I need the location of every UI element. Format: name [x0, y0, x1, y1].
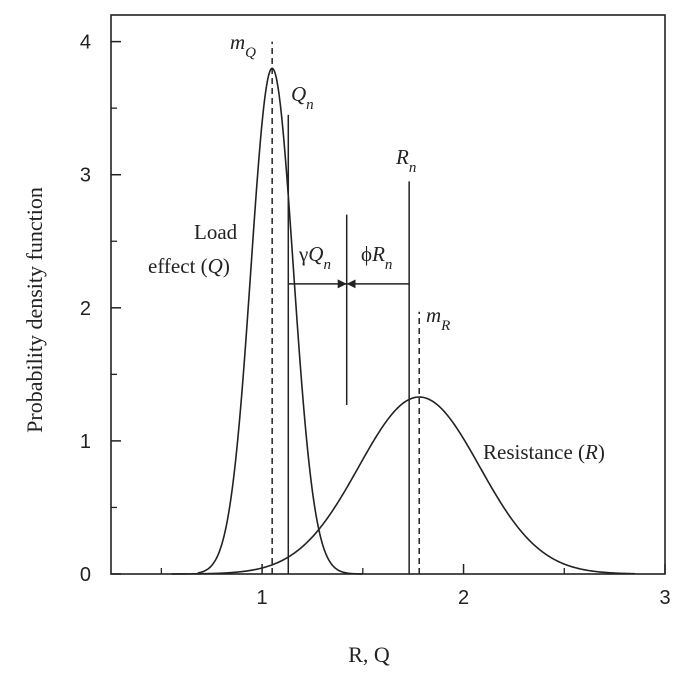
- gamma-qn-label: γQn: [298, 242, 331, 273]
- y-tick-label-2: 2: [80, 298, 91, 320]
- x-tick-label-1: 1: [257, 587, 268, 609]
- x-tick-label-3: 3: [659, 587, 670, 609]
- y-tick-label-1: 1: [80, 431, 91, 453]
- y-axis-title: Probability density function: [22, 187, 47, 433]
- curve-load: [197, 67, 363, 575]
- axis-tick-labels: 1 2 3 0 1 2 3 4: [80, 32, 671, 609]
- plot-frame: [110, 14, 666, 575]
- axis-ticks: [111, 40, 666, 575]
- load-effect-label-line2: effect (Q): [148, 254, 230, 278]
- curve-resistance: [171, 396, 635, 575]
- y-tick-label-0: 0: [80, 564, 91, 586]
- factored-values: [288, 214, 410, 405]
- x-tick-label-2: 2: [458, 587, 469, 609]
- marker-label-mQ: mQ: [230, 30, 256, 61]
- marker-label-mR: mR: [426, 303, 450, 334]
- resistance-label: Resistance (R): [483, 440, 605, 464]
- x-axis-title: R, Q: [348, 642, 390, 667]
- marker-lines: [271, 41, 420, 574]
- marker-label-Rn: Rn: [395, 145, 416, 176]
- y-tick-label-4: 4: [80, 32, 91, 54]
- phi-rn-label: ϕRn: [361, 242, 392, 273]
- marker-label-Qn: Qn: [291, 82, 314, 113]
- curves: [171, 67, 635, 575]
- load-effect-label-line1: Load: [194, 220, 238, 244]
- y-tick-label-3: 3: [80, 165, 91, 187]
